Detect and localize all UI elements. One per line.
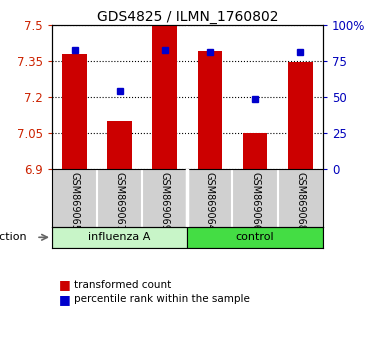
Text: influenza A: influenza A [88, 232, 151, 242]
Text: GSM869066: GSM869066 [250, 172, 260, 231]
Text: GSM869069: GSM869069 [160, 172, 170, 231]
Title: GDS4825 / ILMN_1760802: GDS4825 / ILMN_1760802 [96, 10, 278, 24]
Text: GSM869068: GSM869068 [295, 172, 305, 231]
Bar [152, 25, 177, 169]
Text: percentile rank within the sample: percentile rank within the sample [74, 294, 250, 304]
Bar [187, 227, 323, 248]
Text: infection: infection [0, 232, 27, 242]
Text: GSM869067: GSM869067 [115, 172, 125, 231]
Text: GSM869065: GSM869065 [69, 172, 79, 231]
Text: control: control [236, 232, 275, 242]
Text: transformed count: transformed count [74, 280, 171, 290]
Bar [107, 121, 132, 169]
Bar [62, 54, 87, 169]
Text: ■: ■ [59, 293, 71, 306]
Bar [197, 51, 222, 169]
Bar [288, 62, 313, 169]
Bar [52, 227, 187, 248]
Text: ■: ■ [59, 279, 71, 291]
Bar [243, 133, 267, 169]
Text: GSM869064: GSM869064 [205, 172, 215, 231]
